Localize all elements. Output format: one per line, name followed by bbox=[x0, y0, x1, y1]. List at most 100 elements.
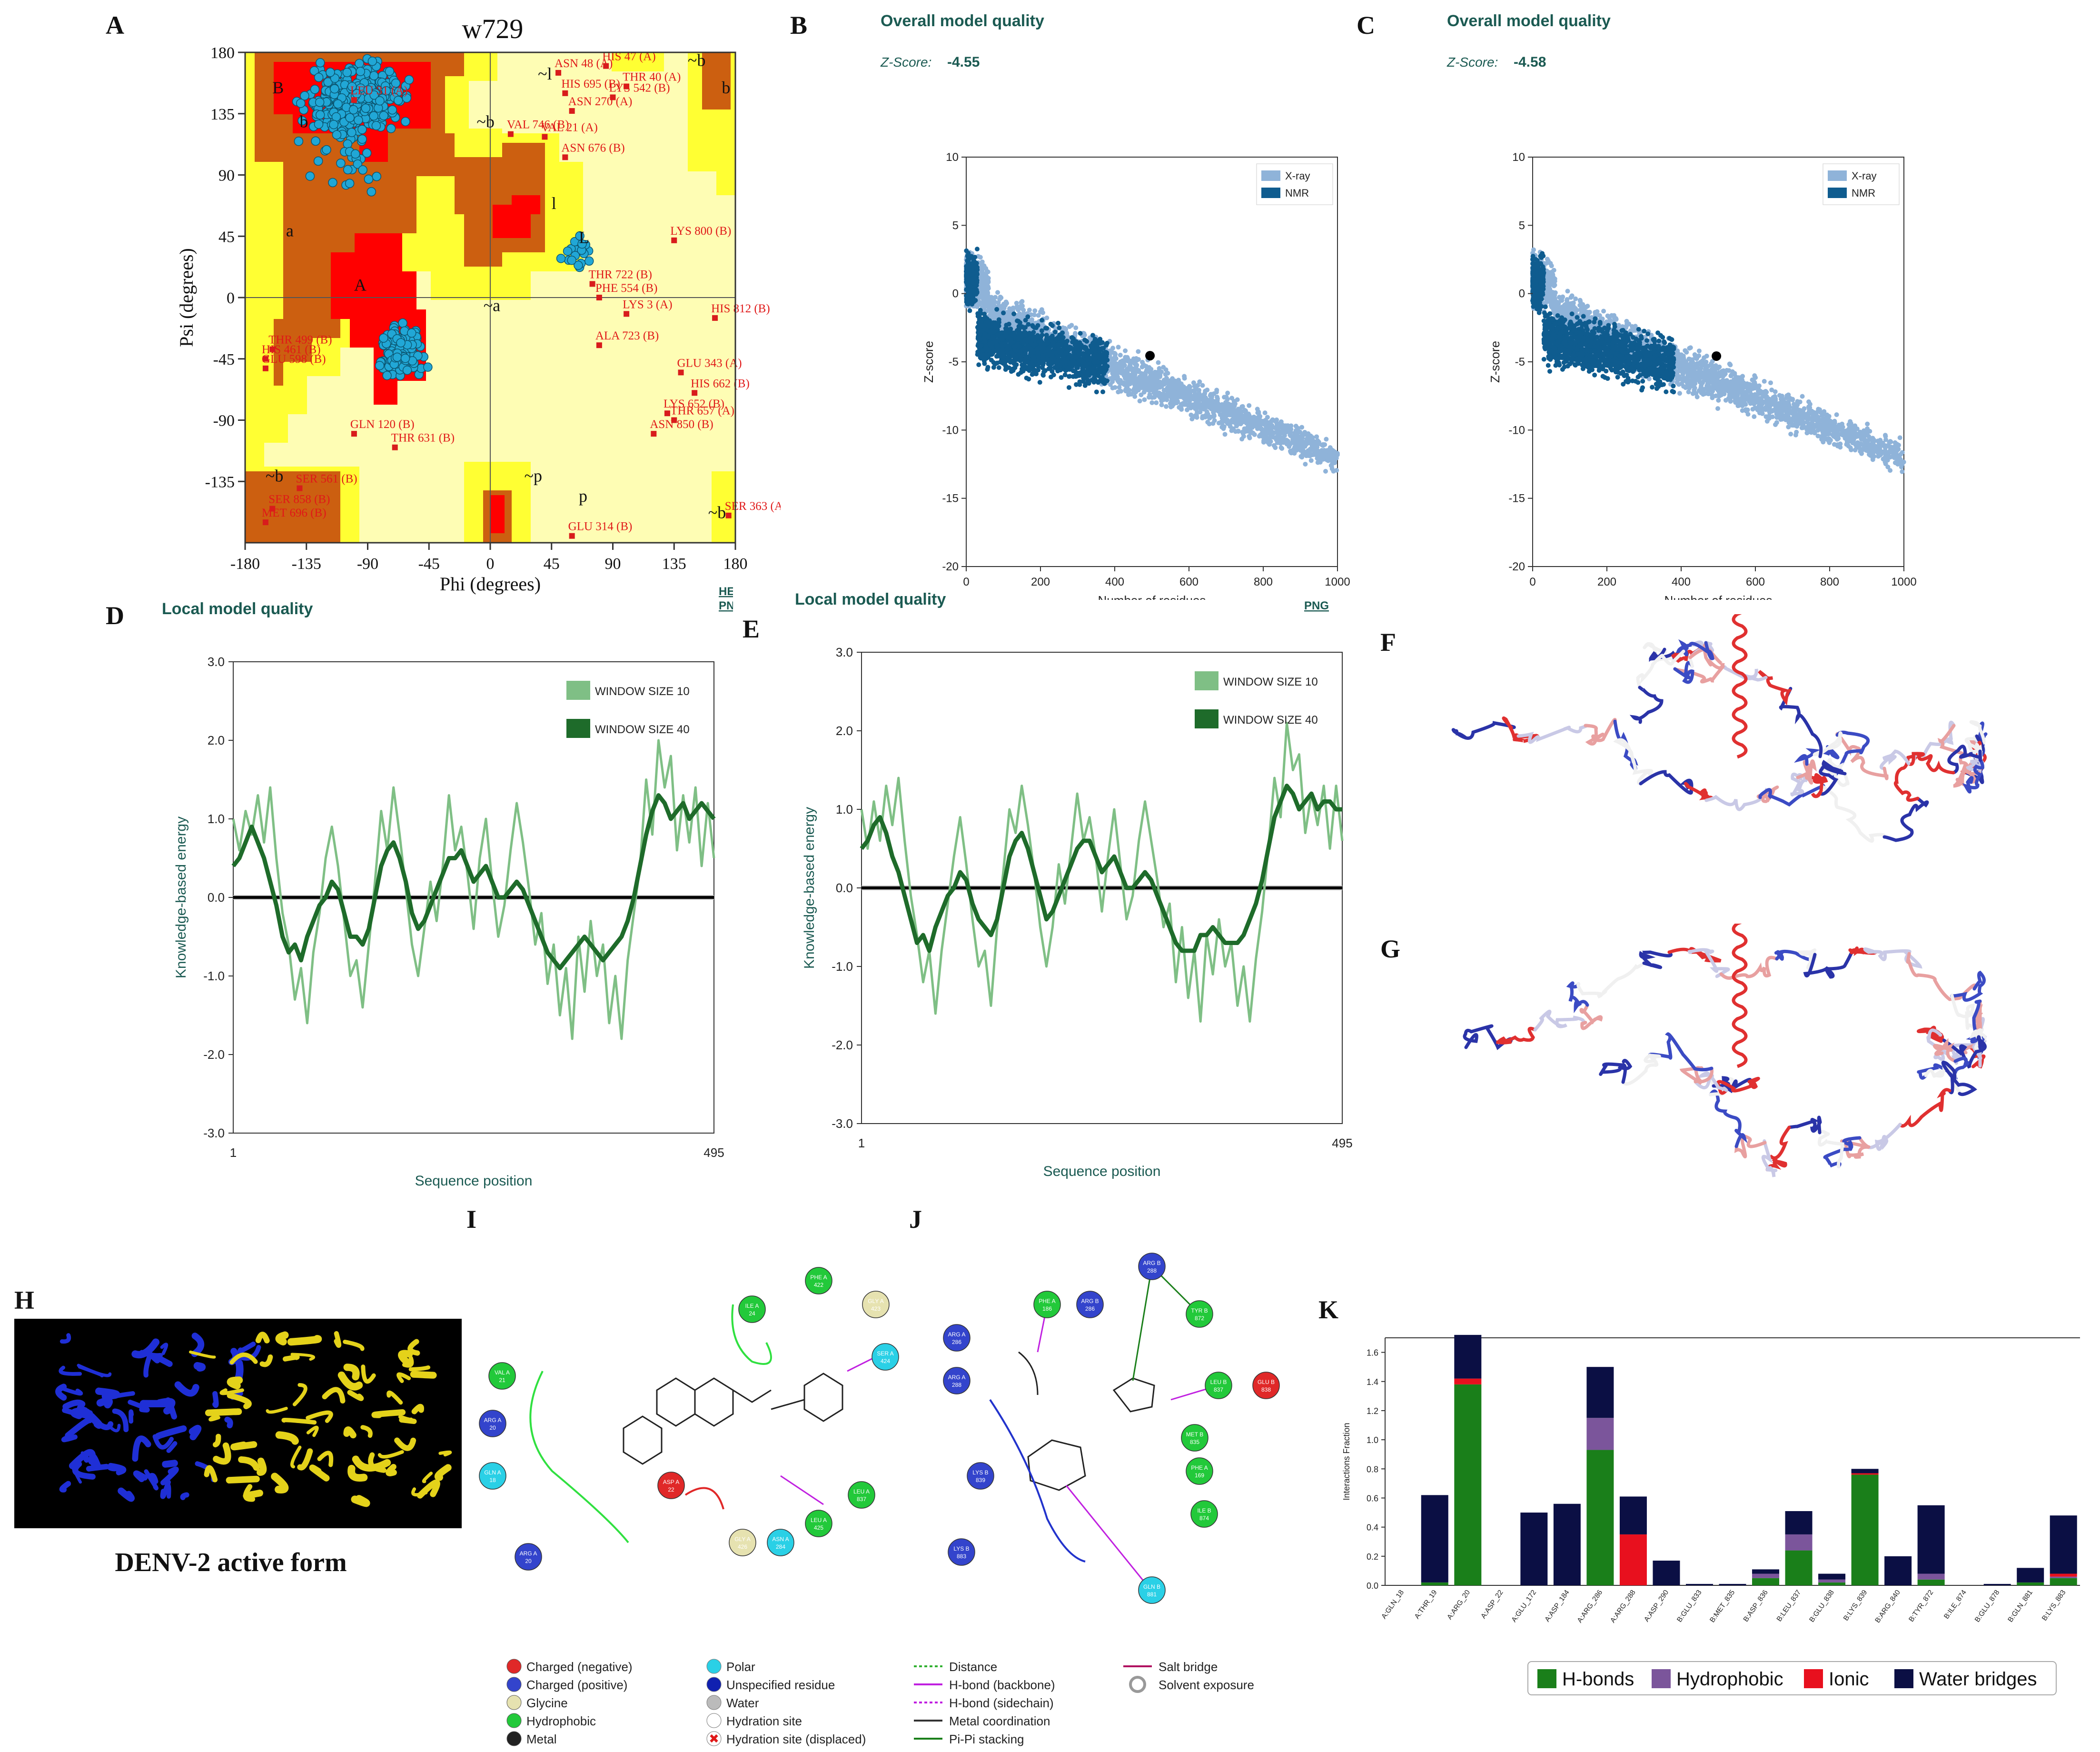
zscore-xray-point bbox=[1219, 419, 1224, 424]
zscore-xray-point bbox=[982, 278, 987, 282]
zscore-nmr-point bbox=[992, 324, 997, 329]
zscore-xray-point bbox=[1299, 425, 1304, 429]
zscore-xray-point bbox=[1210, 406, 1215, 411]
zscore-nmr-point bbox=[978, 337, 983, 342]
zscore-xray-point bbox=[1208, 401, 1213, 406]
rama-residue-dot bbox=[401, 354, 409, 363]
zscore-nmr-point bbox=[1021, 339, 1026, 344]
zscore-nmr-point bbox=[1035, 351, 1040, 356]
zscore-nmr-point bbox=[1000, 346, 1005, 350]
zscore-xray-point bbox=[1125, 355, 1129, 360]
rama-x-tick-label: 90 bbox=[605, 555, 621, 573]
zscore-nmr-point bbox=[997, 365, 1001, 370]
rama-outlier-label: THR 631 (B) bbox=[391, 432, 455, 445]
zscore-nmr-point bbox=[1082, 338, 1087, 342]
rama-residue-dot bbox=[376, 97, 384, 105]
rama-residue-dot bbox=[396, 338, 405, 347]
rama-y-tick-label: -45 bbox=[213, 351, 235, 368]
zscore-nmr-point bbox=[1083, 381, 1088, 386]
zscore-xray-point bbox=[1159, 394, 1164, 398]
zscore-xray-point bbox=[1265, 415, 1270, 419]
zscore-xray-point bbox=[1142, 380, 1147, 385]
zscore-nmr-point bbox=[1040, 363, 1045, 368]
zscore-xray-point bbox=[1222, 424, 1227, 429]
zscore-xray-point bbox=[1231, 412, 1236, 417]
zscore-nmr-point bbox=[1022, 333, 1027, 338]
zscore-nmr-point bbox=[976, 330, 981, 335]
rama-residue-dot bbox=[337, 159, 345, 168]
ramachandran-plot: w729 LEU 31 (A)VAL 746 (B)ASN 48 (A)HIS … bbox=[0, 0, 781, 600]
rama-region-label: b bbox=[299, 112, 308, 131]
zscore-xray-point bbox=[1113, 385, 1118, 390]
zscore-xray-point bbox=[1157, 384, 1162, 388]
rama-residue-dot bbox=[364, 175, 373, 183]
zscore-xray-point bbox=[1197, 379, 1202, 384]
zscore-nmr-point bbox=[1040, 347, 1045, 351]
zscore-y-tick-label: -15 bbox=[942, 492, 959, 505]
zscore-xray-point bbox=[1295, 432, 1299, 437]
zscore-xray-point bbox=[1328, 456, 1333, 460]
zscore-nmr-point bbox=[1073, 369, 1078, 374]
zscore-nmr-point bbox=[1016, 327, 1020, 332]
rama-outlier-marker bbox=[678, 369, 684, 375]
zscore-nmr-point bbox=[1001, 361, 1006, 366]
rama-outlier-marker bbox=[555, 70, 561, 76]
zscore-xray-point bbox=[1157, 373, 1161, 378]
zscore-nmr-point bbox=[1038, 380, 1042, 385]
rama-outlier-marker bbox=[263, 366, 268, 371]
zscore-nmr-point bbox=[1049, 375, 1053, 379]
zscore-nmr-point bbox=[1006, 354, 1011, 359]
rama-outlier-marker bbox=[651, 431, 656, 437]
zscore-xray-point bbox=[1110, 346, 1115, 350]
rama-residue-dot bbox=[398, 319, 407, 328]
zscore-xray-point bbox=[986, 294, 991, 299]
zscore-nmr-point bbox=[1092, 357, 1097, 362]
rama-residue-dot bbox=[297, 99, 305, 108]
rama-residue-dot bbox=[358, 125, 367, 134]
rama-outlier-marker bbox=[603, 63, 609, 69]
zscore-nmr-point bbox=[995, 333, 1000, 338]
rama-outlier-label: LYS 800 (B) bbox=[670, 225, 731, 238]
zscore-xray-point bbox=[1205, 388, 1209, 392]
zscore-xray-point bbox=[1188, 403, 1192, 408]
rama-outlier-marker bbox=[263, 519, 268, 525]
zscore-xray-point bbox=[983, 304, 988, 309]
zscore-nmr-point bbox=[981, 356, 985, 361]
zscore-xray-point bbox=[1303, 444, 1308, 449]
rama-outlier-label: GLU 314 (B) bbox=[568, 520, 633, 533]
zscore-xray-point bbox=[1130, 367, 1135, 371]
zscore-nmr-point bbox=[1023, 348, 1028, 352]
zscore-nmr-point bbox=[1080, 373, 1084, 378]
zscore-y-tick-label: -10 bbox=[942, 424, 959, 437]
panel-letter-b: B bbox=[790, 10, 807, 40]
zscore-nmr-point bbox=[1007, 322, 1011, 327]
zscore-xray-point bbox=[1156, 360, 1160, 365]
zscore-nmr-point bbox=[1058, 368, 1063, 372]
rama-residue-dot bbox=[306, 172, 314, 180]
zscore-title: Overall model quality bbox=[1447, 12, 1611, 30]
zscore-ylabel: Z-score bbox=[921, 341, 936, 383]
rama-region-label: ~b bbox=[688, 51, 705, 70]
rama-residue-dot bbox=[403, 366, 412, 375]
zscore-xray-point bbox=[1223, 418, 1228, 422]
zscore-xray-point bbox=[1159, 398, 1164, 403]
zscore-xray-point bbox=[1144, 386, 1149, 391]
rama-region-label: ~b bbox=[476, 112, 494, 131]
rama-residue-dot bbox=[316, 98, 324, 107]
zscore-xray-point bbox=[1118, 353, 1123, 358]
zscore-nmr-point bbox=[1059, 375, 1064, 380]
rama-region-label: ~l bbox=[538, 64, 552, 83]
rama-x-tick-label: -135 bbox=[292, 555, 321, 573]
zscore-xray-point bbox=[1268, 428, 1273, 432]
zscore-xray-point bbox=[1195, 409, 1199, 414]
rama-outlier-marker bbox=[562, 90, 568, 96]
rama-x-tick-label: -45 bbox=[418, 555, 440, 573]
zscore-xray-point bbox=[1262, 436, 1267, 440]
zscore-nmr-point bbox=[1057, 363, 1062, 368]
rama-residue-dot bbox=[310, 85, 319, 94]
zscore-xray-point bbox=[1192, 403, 1197, 408]
rama-residue-dot bbox=[334, 100, 342, 108]
rama-outlier-marker bbox=[596, 342, 602, 348]
zscore-nmr-point bbox=[978, 308, 983, 313]
